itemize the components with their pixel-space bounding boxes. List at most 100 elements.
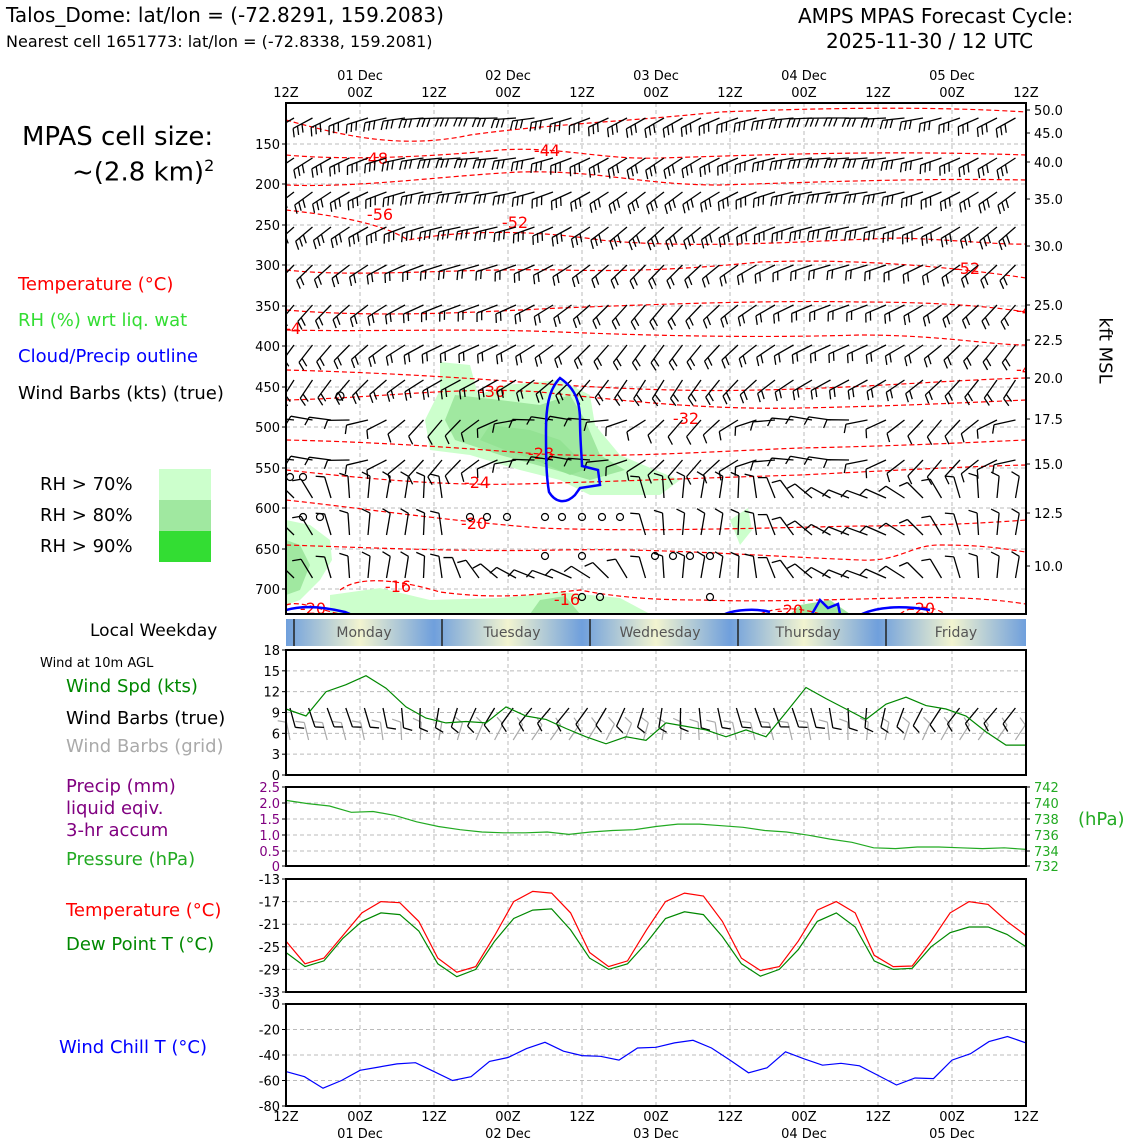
bottom-date-label: 03 Dec bbox=[633, 1127, 679, 1140]
pressure-axis-tick-label: 200 bbox=[255, 178, 280, 193]
precip-axis-tick-label: 0 bbox=[272, 860, 280, 875]
profile-barb bbox=[667, 304, 683, 330]
profile-barb bbox=[676, 551, 686, 579]
pp-frame bbox=[285, 786, 1027, 867]
surface-barb-grid bbox=[295, 720, 310, 741]
surface-barb-grid bbox=[454, 716, 464, 741]
profile-barb bbox=[751, 157, 776, 173]
temp-contour-label: -24 bbox=[464, 473, 490, 492]
bottom-time-tick: 12Z bbox=[273, 1110, 299, 1125]
profile-barb bbox=[476, 419, 498, 438]
profile-barb bbox=[687, 379, 702, 406]
profile-barb bbox=[737, 304, 757, 327]
bottom-time-tick: 12Z bbox=[421, 1110, 447, 1125]
legend-windchill: Wind Chill T (°C) bbox=[59, 1037, 207, 1058]
kft-axis-tick-label: 10.0 bbox=[1034, 560, 1063, 575]
profile-barb bbox=[919, 157, 942, 175]
profile-barb bbox=[978, 191, 998, 214]
surface-barb-grid bbox=[605, 716, 615, 741]
profile-barb bbox=[436, 191, 461, 205]
profile-barb bbox=[921, 226, 942, 246]
temp-contour-label: -32 bbox=[673, 409, 699, 428]
profile-barb bbox=[663, 157, 683, 179]
profile-barb bbox=[926, 459, 942, 486]
profile-barb bbox=[651, 379, 665, 407]
profile-barb bbox=[477, 379, 498, 400]
surface-barb-grid bbox=[371, 719, 384, 741]
profile-barb bbox=[495, 304, 517, 323]
surface-barb-grid bbox=[640, 716, 649, 741]
profile-barb bbox=[510, 157, 535, 172]
profile-barb bbox=[312, 226, 332, 250]
profile-barb bbox=[903, 304, 924, 326]
profile-barb bbox=[959, 191, 979, 213]
cell-size-exponent: 2 bbox=[204, 156, 215, 175]
pressure-axis-tick-label: 732 bbox=[1034, 860, 1059, 875]
profile-barb bbox=[883, 264, 905, 283]
profile-barb bbox=[430, 510, 443, 536]
profile-barb bbox=[719, 264, 739, 287]
profile-barb bbox=[400, 191, 424, 206]
bottom-date-label: 04 Dec bbox=[781, 1127, 827, 1140]
profile-barb bbox=[422, 379, 443, 400]
bottom-time-tick: 00Z bbox=[643, 1110, 669, 1125]
profile-barb bbox=[700, 226, 720, 249]
profile-barb bbox=[976, 117, 998, 137]
profile-barb bbox=[803, 416, 831, 425]
profile-barb bbox=[550, 157, 572, 175]
profile-barb bbox=[367, 304, 387, 326]
profile-barb bbox=[878, 485, 905, 499]
wind-axis-tick-label: 12 bbox=[263, 686, 280, 701]
profile-barb bbox=[976, 459, 998, 479]
profile-barb bbox=[734, 419, 757, 436]
kft-axis-tick-label: 12.5 bbox=[1034, 507, 1063, 522]
profile-barb bbox=[454, 191, 480, 205]
profile-barb bbox=[457, 559, 480, 579]
profile-barb bbox=[456, 264, 480, 281]
surface-barb-true bbox=[896, 707, 905, 734]
profile-barb bbox=[957, 117, 979, 136]
profile-barb bbox=[788, 191, 813, 206]
surface-barb-true bbox=[636, 707, 646, 734]
profile-barb bbox=[532, 264, 554, 285]
profile-barb bbox=[348, 226, 369, 247]
profile-barb bbox=[667, 459, 683, 485]
profile-barb bbox=[809, 304, 831, 322]
profile-barb bbox=[647, 419, 665, 444]
surface-barb-true bbox=[518, 707, 533, 732]
profile-barb bbox=[297, 304, 313, 330]
surface-barb-true bbox=[363, 707, 380, 729]
profile-barb bbox=[861, 157, 887, 170]
profile-barb bbox=[772, 264, 794, 283]
profile-barb bbox=[771, 559, 795, 579]
profile-barb bbox=[998, 226, 1016, 251]
bottom-time-tick: 00Z bbox=[495, 1110, 521, 1125]
profile-barb bbox=[369, 379, 387, 404]
profile-barb bbox=[983, 379, 998, 406]
profile-barb bbox=[803, 566, 831, 579]
profile-barb bbox=[773, 304, 794, 324]
surface-barb-true bbox=[810, 707, 825, 729]
profile-barb bbox=[532, 226, 554, 245]
profile-barb bbox=[944, 512, 961, 536]
wind-axis-tick-label: 15 bbox=[263, 665, 280, 680]
profile-barb bbox=[366, 264, 387, 285]
profile-barb bbox=[718, 419, 739, 441]
profile-barb bbox=[843, 459, 868, 474]
profile-barb bbox=[768, 117, 794, 130]
profile-barb bbox=[610, 264, 628, 289]
profile-barb bbox=[846, 344, 868, 364]
profile-barb bbox=[588, 157, 609, 178]
profile-barb bbox=[605, 459, 628, 477]
profile-barb bbox=[460, 419, 480, 443]
profile-barb bbox=[386, 379, 406, 402]
weekday-cell bbox=[878, 619, 1026, 646]
profile-barb bbox=[862, 191, 887, 206]
profile-barb bbox=[365, 226, 387, 246]
profile-barb bbox=[348, 264, 369, 286]
surface-barb-true bbox=[615, 707, 626, 734]
profile-barb bbox=[865, 419, 887, 439]
profile-barb bbox=[418, 226, 443, 242]
legend-rh: RH (%) wrt liq. wat bbox=[18, 310, 188, 331]
